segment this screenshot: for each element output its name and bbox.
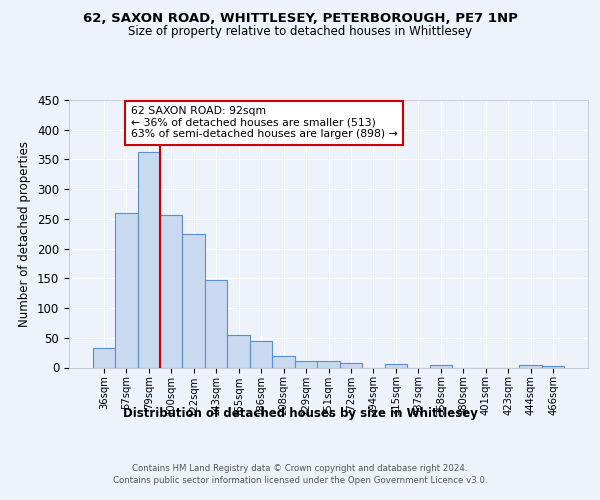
Bar: [542, 366, 565, 368]
Bar: [160, 216, 182, 368]
Text: 62, SAXON ROAD, WHITTLESEY, PETERBOROUGH, PE7 1NP: 62, SAXON ROAD, WHITTLESEY, PETERBOROUGH…: [83, 12, 517, 26]
Text: Contains HM Land Registry data © Crown copyright and database right 2024.: Contains HM Land Registry data © Crown c…: [132, 464, 468, 473]
Bar: [520, 365, 542, 368]
Bar: [430, 365, 452, 368]
Text: Distribution of detached houses by size in Whittlesey: Distribution of detached houses by size …: [122, 408, 478, 420]
Bar: [115, 213, 137, 368]
Bar: [137, 152, 160, 368]
Text: 62 SAXON ROAD: 92sqm
← 36% of detached houses are smaller (513)
63% of semi-deta: 62 SAXON ROAD: 92sqm ← 36% of detached h…: [131, 106, 398, 139]
Bar: [250, 341, 272, 367]
Bar: [227, 335, 250, 368]
Bar: [182, 234, 205, 368]
Bar: [340, 362, 362, 368]
Text: Size of property relative to detached houses in Whittlesey: Size of property relative to detached ho…: [128, 25, 472, 38]
Bar: [272, 356, 295, 368]
Bar: [385, 364, 407, 368]
Bar: [205, 280, 227, 368]
Bar: [295, 361, 317, 368]
Bar: [317, 361, 340, 368]
Text: Contains public sector information licensed under the Open Government Licence v3: Contains public sector information licen…: [113, 476, 487, 485]
Bar: [92, 348, 115, 368]
Y-axis label: Number of detached properties: Number of detached properties: [19, 141, 31, 327]
